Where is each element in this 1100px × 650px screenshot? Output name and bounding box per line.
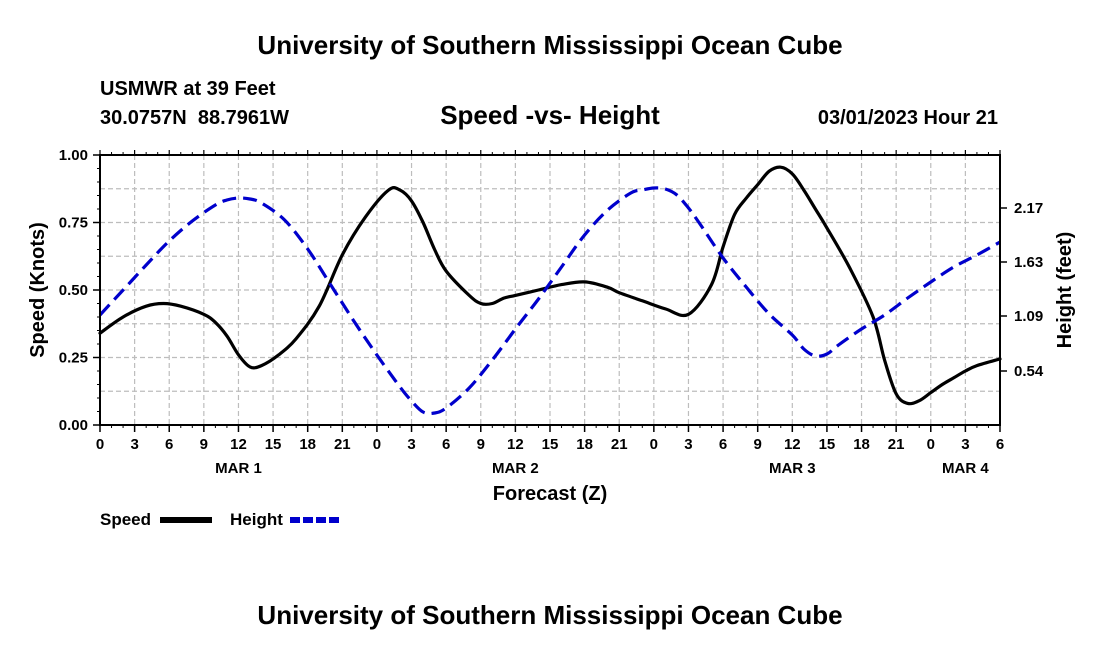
y-right-tick-label: 1.63 [1014,254,1043,271]
forecast-timestamp: 03/01/2023 Hour 21 [818,107,998,129]
y-right-tick-label: 0.54 [1014,363,1044,380]
x-axis-label: Forecast (Z) [493,483,607,505]
x-tick-label: 3 [961,436,969,453]
y-right-tick-label: 1.09 [1014,308,1043,325]
y-axis-right-label: Height (feet) [1054,232,1076,349]
x-tick-label: 21 [334,436,351,453]
date-label: MAR 2 [492,460,539,477]
x-tick-label: 3 [407,436,415,453]
grid [100,155,1000,425]
x-tick-label: 9 [477,436,485,453]
y-axis-left-label: Speed (Knots) [27,222,49,358]
x-tick-label: 15 [265,436,282,453]
x-tick-label: 12 [507,436,524,453]
y-left-tick-label: 0.75 [59,215,88,232]
date-label: MAR 4 [942,460,989,477]
x-tick-label: 15 [542,436,559,453]
x-tick-label: 3 [130,436,138,453]
series-line-height [98,186,1001,416]
legend-height-label: Height [230,510,283,529]
x-tick-label: 0 [96,436,104,453]
station-coordinates: 30.0757N 88.7961W [100,107,289,129]
x-tick-label: 6 [442,436,450,453]
series-line-speed [98,165,1002,406]
date-label: MAR 1 [215,460,262,477]
x-tick-label: 15 [819,436,836,453]
x-tick-label: 9 [754,436,762,453]
y-left-tick-label: 0.50 [59,282,88,299]
x-tick-label: 9 [200,436,208,453]
x-tick-label: 6 [719,436,727,453]
y-left-tick-label: 1.00 [59,147,88,164]
x-tick-label: 12 [230,436,247,453]
plot-frame [99,154,1001,426]
x-tick-label: 18 [299,436,316,453]
chart-subtitle: Speed -vs- Height [440,100,660,130]
x-tick-label: 6 [165,436,173,453]
y-right-tick-label: 2.17 [1014,200,1043,217]
x-tick-label: 21 [888,436,905,453]
footer-title: University of Southern Mississippi Ocean… [257,600,842,630]
x-tick-label: 21 [611,436,628,453]
series-group [98,165,1002,416]
station-label: USMWR at 39 Feet [100,78,276,100]
legend: Speed Height [100,510,342,529]
x-tick-label: 18 [576,436,593,453]
axis-ticks: 0 3 6 9 12 15 18 21 0 3 6 9 12 15 18 21 0 3 6 9 12 15 18 21 0 3 6M… [59,147,1044,477]
x-tick-label: 3 [684,436,692,453]
y-left-tick-label: 0.00 [59,417,88,434]
chart-title: University of Southern Mississippi Ocean… [257,30,842,60]
x-tick-label: 12 [784,436,801,453]
x-tick-label: 0 [650,436,658,453]
x-tick-label: 6 [996,436,1004,453]
y-left-tick-label: 0.25 [59,350,88,367]
x-tick-label: 18 [853,436,870,453]
x-tick-label: 0 [927,436,935,453]
date-label: MAR 3 [769,460,816,477]
x-tick-label: 0 [373,436,381,453]
legend-speed-label: Speed [100,510,151,529]
